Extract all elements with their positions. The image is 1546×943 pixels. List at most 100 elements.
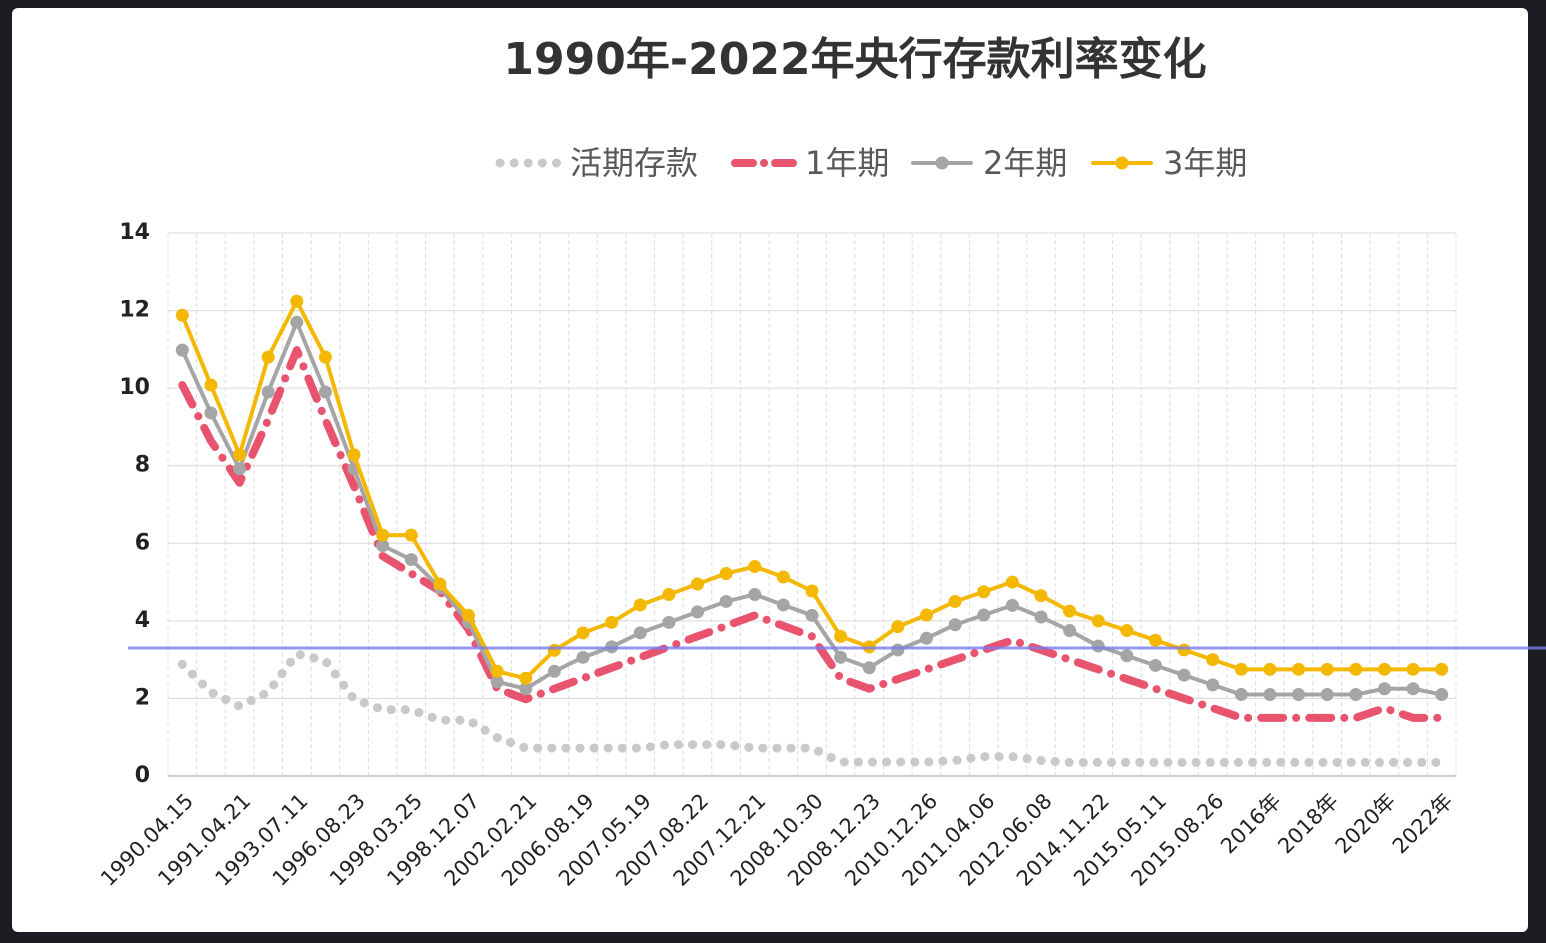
point (347, 448, 361, 462)
y-tick-label: 2 (135, 685, 150, 710)
chart-title: 1990年-2022年央行存款利率变化 (503, 34, 1206, 85)
point (404, 553, 418, 567)
point (261, 385, 275, 399)
point (233, 448, 247, 462)
point (633, 626, 647, 640)
point (805, 584, 819, 598)
point (1091, 614, 1105, 628)
point (462, 608, 476, 622)
point (1177, 668, 1191, 682)
point (1034, 589, 1048, 603)
point (547, 664, 561, 678)
point (433, 577, 447, 591)
legend-label: 1年期 (805, 144, 889, 182)
legend-marker (935, 156, 949, 170)
point (919, 608, 933, 622)
point (1435, 662, 1449, 676)
point (1292, 662, 1306, 676)
point (1435, 688, 1449, 702)
point (519, 682, 533, 696)
y-tick-label: 8 (135, 453, 150, 478)
point (1120, 624, 1134, 638)
chart-card (12, 8, 1528, 932)
point (519, 671, 533, 685)
point (919, 631, 933, 645)
point (719, 567, 733, 581)
point (1234, 688, 1248, 702)
point (290, 315, 304, 329)
point (948, 594, 962, 608)
point (662, 587, 676, 601)
y-tick-label: 14 (119, 220, 150, 245)
point (948, 618, 962, 632)
point (233, 462, 247, 476)
point (891, 643, 905, 657)
point (1320, 688, 1334, 702)
point (834, 650, 848, 664)
point (891, 620, 905, 634)
point (1206, 678, 1220, 692)
point (748, 587, 762, 601)
point (1406, 682, 1420, 696)
point (376, 528, 390, 542)
point (318, 385, 332, 399)
y-tick-label: 6 (135, 530, 150, 555)
legend-marker (1115, 156, 1129, 170)
legend-label: 2年期 (983, 144, 1067, 182)
point (977, 585, 991, 599)
y-tick-label: 12 (119, 298, 150, 323)
point (1091, 639, 1105, 653)
point (1377, 662, 1391, 676)
point (1377, 682, 1391, 696)
point (834, 629, 848, 643)
point (1063, 624, 1077, 638)
point (547, 643, 561, 657)
point (1349, 662, 1363, 676)
point (204, 406, 218, 420)
point (576, 650, 590, 664)
point (1406, 662, 1420, 676)
point (261, 350, 275, 364)
point (490, 664, 504, 678)
point (1034, 610, 1048, 624)
point (404, 528, 418, 542)
y-tick-label: 0 (135, 763, 150, 788)
series-line (177, 649, 1447, 767)
point (1206, 653, 1220, 667)
point (633, 598, 647, 612)
point (776, 570, 790, 584)
point (719, 594, 733, 608)
point (376, 539, 390, 553)
point (1120, 649, 1134, 663)
point (1005, 598, 1019, 612)
point (576, 626, 590, 640)
point (1177, 643, 1191, 657)
point (748, 560, 762, 574)
point (1005, 575, 1019, 589)
point (605, 615, 619, 629)
point (805, 608, 819, 622)
point (1148, 633, 1162, 647)
point (318, 350, 332, 364)
point (490, 675, 504, 689)
point (1234, 662, 1248, 676)
point (1263, 688, 1277, 702)
point (1292, 688, 1306, 702)
point (691, 605, 705, 619)
point (1349, 688, 1363, 702)
point (1063, 604, 1077, 618)
point (1263, 662, 1277, 676)
point (691, 577, 705, 591)
point (204, 378, 218, 392)
legend-label: 活期存款 (570, 144, 698, 182)
point (776, 598, 790, 612)
point (175, 308, 189, 322)
point (175, 343, 189, 357)
point (862, 661, 876, 675)
point (662, 615, 676, 629)
grid (167, 232, 1457, 777)
series-line (178, 346, 1446, 722)
point (290, 294, 304, 308)
point (977, 608, 991, 622)
legend-label: 3年期 (1163, 144, 1247, 182)
